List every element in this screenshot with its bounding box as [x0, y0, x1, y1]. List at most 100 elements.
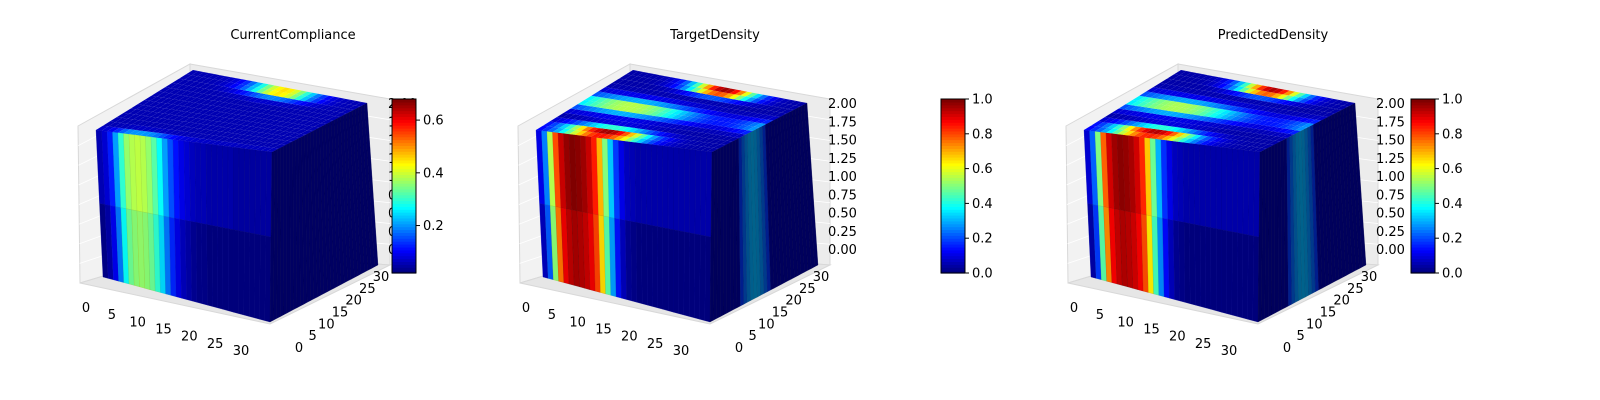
- voxel-top-cell: [251, 82, 264, 88]
- voxel-top-cell: [1160, 78, 1173, 84]
- voxel-top-cell: [140, 131, 153, 137]
- voxel-column-lower: [211, 225, 218, 309]
- voxel-top-cell: [225, 133, 238, 138]
- voxel-top-cell: [1169, 85, 1182, 91]
- voxel-top-cell: [219, 112, 232, 118]
- colorbar-segment: [941, 249, 965, 254]
- colorbar-segment: [392, 119, 416, 123]
- voxel-top-cell: [211, 140, 224, 146]
- voxel-top-cell: [1239, 82, 1252, 88]
- voxel-top-cell: [648, 130, 661, 136]
- voxel-top-cell: [1296, 103, 1309, 108]
- voxel-top-cell: [669, 138, 682, 143]
- voxel-top-cell: [717, 112, 730, 117]
- colorbar-segment: [1411, 145, 1435, 149]
- voxel-column-lower: [1210, 227, 1217, 311]
- voxel-top-cell: [1289, 125, 1302, 131]
- voxel-top-cell: [262, 104, 275, 110]
- voxel-top-cell: [294, 110, 308, 115]
- voxel-top-cell: [626, 127, 640, 133]
- voxel-top-cell: [1255, 105, 1268, 111]
- voxel-top-cell: [626, 107, 640, 113]
- voxel-top-cell: [677, 110, 690, 116]
- voxel-column-upper: [1210, 145, 1217, 229]
- voxel-top-cell: [1192, 84, 1206, 90]
- voxel-top-cell: [1143, 118, 1156, 124]
- voxel-top-cell: [1158, 125, 1171, 131]
- voxel-top-cell: [202, 94, 215, 100]
- voxel-top-cell: [1288, 130, 1301, 135]
- voxel-top-cell: [234, 139, 248, 144]
- voxel-top-cell: [734, 90, 748, 96]
- voxel-top-cell: [251, 103, 264, 108]
- voxel-top-cell: [1274, 118, 1287, 124]
- z-tick-label: 0.00: [828, 243, 857, 258]
- colorbar-segment: [1411, 168, 1435, 173]
- voxel-top-cell: [227, 104, 241, 109]
- y-tick-label: 20: [345, 294, 362, 309]
- voxel-top-cell: [1233, 102, 1246, 107]
- voxel-top-cell: [594, 102, 607, 108]
- voxel-column-lower: [694, 233, 701, 320]
- voxel-top-cell: [564, 124, 578, 130]
- voxel-top-cell: [1168, 90, 1181, 96]
- voxel-top-cell: [1277, 128, 1290, 133]
- voxel-top-cell: [152, 107, 165, 113]
- voxel-top-cell: [1291, 102, 1304, 107]
- voxel-top-cell: [655, 86, 669, 92]
- voxel-top-cell: [662, 142, 675, 147]
- voxel-top-cell: [228, 142, 241, 148]
- voxel-top-cell: [144, 116, 157, 122]
- voxel-top-cell: [1188, 99, 1201, 105]
- voxel-top-cell: [760, 100, 773, 106]
- voxel-top-cell: [225, 113, 238, 119]
- voxel-top-cell: [1261, 126, 1274, 131]
- voxel-top-cell: [1151, 109, 1164, 115]
- voxel-top-cell: [603, 129, 616, 135]
- voxel-top-cell: [766, 101, 779, 107]
- voxel-top-cell: [1237, 127, 1251, 132]
- voxel-top-cell: [1188, 119, 1201, 125]
- z-tick-label: 1.00: [828, 170, 857, 185]
- colorbar-segment: [392, 183, 416, 187]
- voxel-column-upper: [249, 149, 256, 235]
- voxel-cube: [535, 70, 819, 323]
- voxel-top-cell: [1194, 100, 1207, 106]
- voxel-top-cell: [267, 85, 280, 91]
- voxel-top-cell: [1276, 132, 1289, 138]
- colorbar-segment: [941, 171, 965, 175]
- voxel-top-cell: [203, 110, 216, 116]
- x-tick-label: 0: [522, 301, 530, 316]
- voxel-top-cell: [694, 132, 707, 137]
- subplot-title: CurrentCompliance: [230, 28, 355, 43]
- voxel-top-cell: [229, 119, 242, 124]
- voxel-top-cell: [145, 132, 158, 137]
- voxel-top-cell: [592, 107, 605, 113]
- voxel-top-cell: [1254, 90, 1267, 96]
- voxel-top-cell: [651, 121, 664, 127]
- voxel-top-cell: [1183, 98, 1196, 104]
- voxel-top-cell: [288, 132, 301, 138]
- voxel-top-cell: [754, 123, 767, 128]
- voxel-top-cell: [1163, 126, 1177, 131]
- voxel-top-cell: [1243, 128, 1256, 133]
- voxel-top-cell: [585, 132, 598, 137]
- voxel-top-cell: [1143, 97, 1156, 103]
- voxel-top-cell: [236, 115, 249, 121]
- colorbar-segment: [392, 188, 416, 193]
- colorbar-segment: [392, 180, 416, 184]
- voxel-top-cell: [1159, 100, 1173, 106]
- z-tick-label: 0.50: [828, 207, 857, 222]
- voxel-top-cell: [1151, 88, 1165, 94]
- voxel-top-cell: [688, 112, 701, 118]
- voxel-top-cell: [569, 130, 582, 135]
- voxel-top-cell: [1211, 118, 1225, 124]
- voxel-top-cell: [1221, 143, 1234, 148]
- voxel-column-upper: [684, 148, 691, 233]
- voxel-top-cell: [721, 117, 734, 123]
- voxel-top-cell: [101, 126, 114, 132]
- voxel-top-cell: [292, 100, 305, 105]
- colorbar-segment: [392, 267, 416, 271]
- voxel-column-lower: [635, 222, 643, 304]
- voxel-top-cell: [169, 110, 182, 116]
